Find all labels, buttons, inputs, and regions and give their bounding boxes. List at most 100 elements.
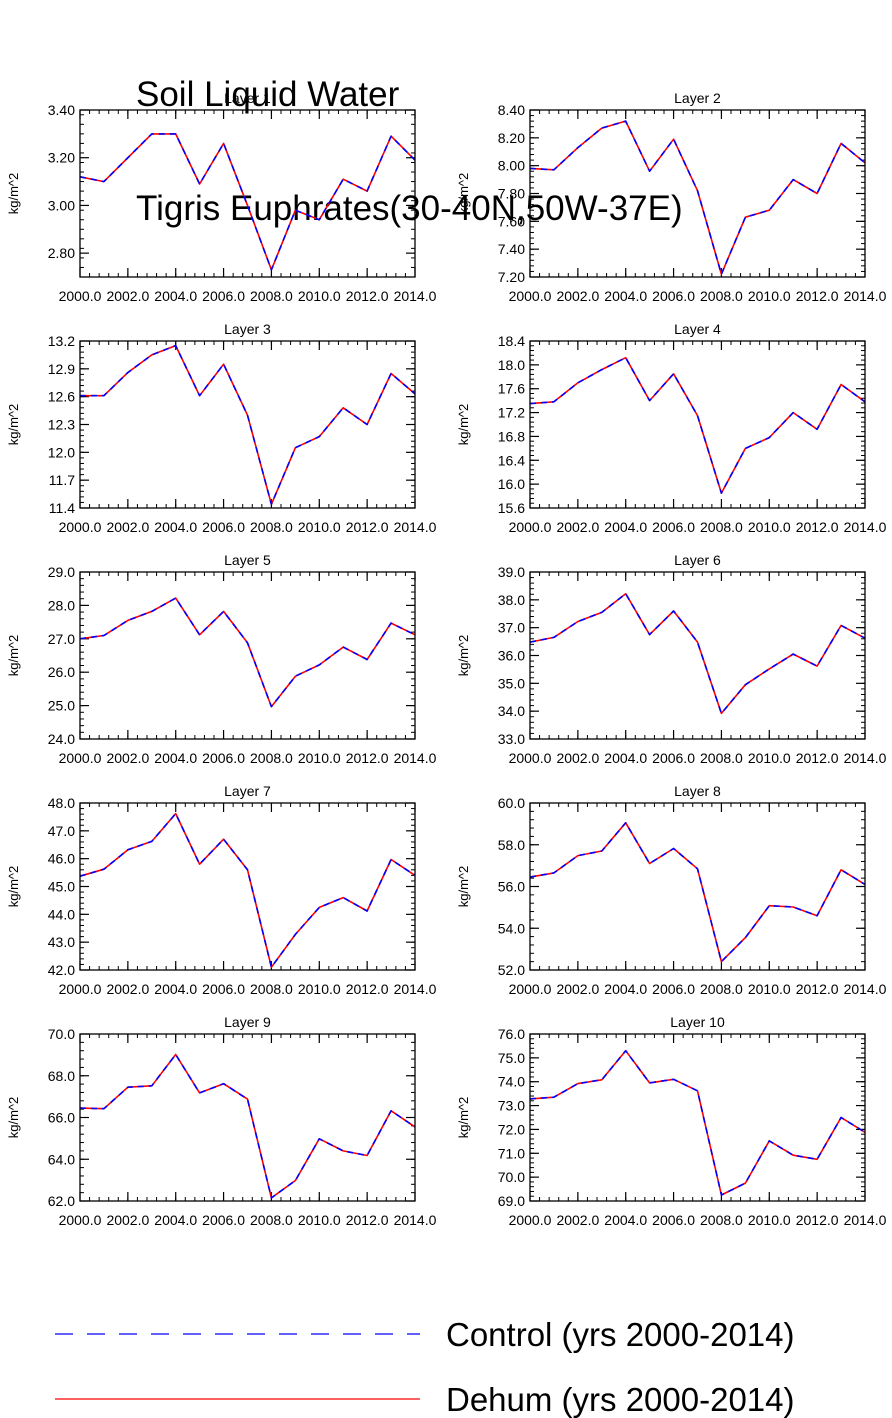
layer-2-xtick-label: 2012.0 (796, 288, 839, 304)
layer-6-ytick-label: 33.0 (498, 731, 525, 747)
layer-10-xtick-label: 2006.0 (652, 1212, 695, 1228)
layer-1-xtick-label: 2010.0 (298, 288, 341, 304)
layer-6-xtick-label: 2002.0 (556, 750, 599, 766)
layer-9-plot-frame (79, 1033, 416, 1202)
layer-10-plot-frame (529, 1033, 866, 1202)
layer-8-xtick-label: 2006.0 (652, 981, 695, 997)
layer-4-ytick-label: 18.4 (498, 333, 525, 349)
layer-5-title: Layer 5 (224, 552, 271, 568)
layer-5-xtick-label: 2002.0 (106, 750, 149, 766)
layer-8-ytick-label: 58.0 (498, 837, 525, 853)
layer-2-ytick-label: 7.60 (498, 213, 525, 229)
layer-4-xtick-label: 2008.0 (700, 519, 743, 535)
layer-5-xtick-label: 2014.0 (394, 750, 437, 766)
layer-2-ytick-label: 7.20 (498, 269, 525, 285)
layer-8-title: Layer 8 (674, 783, 721, 799)
layer-2-ylabel: kg/m^2 (456, 173, 471, 215)
layer-3-plot-frame (79, 340, 416, 509)
figure-title-line-1: Soil Liquid Water (136, 75, 400, 114)
layer-2-ytick-label: 7.40 (498, 241, 525, 257)
layer-6-ytick-label: 35.0 (498, 675, 525, 691)
layer-3-xtick-label: 2014.0 (394, 519, 437, 535)
layer-7-ytick-label: 43.0 (48, 934, 75, 950)
layer-5-ytick-label: 26.0 (48, 664, 75, 680)
layer-2-title: Layer 2 (674, 90, 721, 106)
layer-3-xtick-label: 2010.0 (298, 519, 341, 535)
layer-10-xtick-label: 2012.0 (796, 1212, 839, 1228)
layer-2-xtick-label: 2002.0 (556, 288, 599, 304)
layer-6-ytick-label: 34.0 (498, 703, 525, 719)
layer-8-ytick-label: 54.0 (498, 920, 525, 936)
layer-8-xtick-label: 2002.0 (556, 981, 599, 997)
layer-3-xtick-label: 2004.0 (154, 519, 197, 535)
layer-5-xtick-label: 2004.0 (154, 750, 197, 766)
layer-8-dehum-line (529, 821, 866, 963)
layer-3-chart: Layer 3 kg/m^2 11.4 11.7 12.0 12.3 12.6 12.9 13.… (6, 321, 437, 535)
layer-9-control-line (79, 1053, 416, 1199)
layer-2-control-line (529, 120, 866, 276)
layer-4-ytick-label: 17.6 (498, 381, 525, 397)
layer-4-ylabel: kg/m^2 (456, 404, 471, 446)
layer-8-xtick-label: 2010.0 (748, 981, 791, 997)
layer-4-plot-frame (529, 340, 866, 509)
layer-10-chart: Layer 10 kg/m^2 69.0 70.0 71.0 72.0 73.0 74.0 75… (456, 1014, 887, 1228)
layer-6-dehum-line (529, 592, 866, 715)
layer-7-xtick-label: 2002.0 (106, 981, 149, 997)
layer-8-ytick-label: 52.0 (498, 962, 525, 978)
legend: Control (yrs 2000-2014) Dehum (yrs 2000-… (55, 1316, 795, 1418)
layer-9-xtick-label: 2002.0 (106, 1212, 149, 1228)
layer-7-ytick-label: 42.0 (48, 962, 75, 978)
layer-1-ytick-label: 3.20 (48, 150, 75, 166)
layer-10-ytick-label: 70.0 (498, 1169, 525, 1185)
layer-2-xtick-label: 2014.0 (844, 288, 887, 304)
layer-8-ylabel: kg/m^2 (456, 866, 471, 908)
layer-4-ytick-label: 15.6 (498, 500, 525, 516)
layer-2-ytick-label: 8.00 (498, 158, 525, 174)
layer-5-xtick-label: 2012.0 (346, 750, 389, 766)
layer-8-xtick-label: 2008.0 (700, 981, 743, 997)
layer-7-ytick-label: 45.0 (48, 879, 75, 895)
layer-3-ytick-label: 11.4 (49, 500, 75, 516)
layer-6-title: Layer 6 (674, 552, 721, 568)
layer-4-ytick-label: 18.0 (498, 357, 525, 373)
layer-6-ytick-label: 38.0 (498, 592, 525, 608)
layer-10-ytick-label: 71.0 (498, 1145, 525, 1161)
layer-9-xtick-label: 2004.0 (154, 1212, 197, 1228)
layer-6-xtick-label: 2000.0 (509, 750, 552, 766)
layer-10-title: Layer 10 (670, 1014, 725, 1030)
layer-1-xtick-label: 2006.0 (202, 288, 245, 304)
layer-1-title: Layer 1 (224, 90, 271, 106)
layer-3-dehum-line (80, 344, 416, 506)
layer-1-xtick-label: 2008.0 (250, 288, 293, 304)
layer-5-plot-frame (79, 571, 416, 740)
layer-7-title: Layer 7 (224, 783, 271, 799)
layer-9-xtick-label: 2000.0 (59, 1212, 102, 1228)
layer-9-xtick-label: 2014.0 (394, 1212, 437, 1228)
layer-9-ytick-label: 62.0 (48, 1193, 75, 1209)
layer-8-xtick-label: 2014.0 (844, 981, 887, 997)
layer-10-ytick-label: 73.0 (498, 1098, 525, 1114)
layer-4-xtick-label: 2012.0 (796, 519, 839, 535)
layer-1-control-line (79, 133, 416, 271)
layer-8-xtick-label: 2012.0 (796, 981, 839, 997)
layer-1-ytick-label: 2.80 (48, 245, 75, 261)
layer-4-xtick-label: 2010.0 (748, 519, 791, 535)
legend-dehum-label: Dehum (yrs 2000-2014) (446, 1381, 795, 1418)
layer-10-ytick-label: 69.0 (498, 1193, 525, 1209)
layer-1-xtick-label: 2012.0 (346, 288, 389, 304)
legend-control-label: Control (yrs 2000-2014) (446, 1316, 795, 1353)
layer-3-control-line (80, 344, 416, 506)
layer-8-ytick-label: 56.0 (498, 879, 525, 895)
layer-7-control-line (79, 812, 416, 969)
layer-9-xtick-label: 2008.0 (250, 1212, 293, 1228)
layer-6-xtick-label: 2008.0 (700, 750, 743, 766)
layer-7-xtick-label: 2014.0 (394, 981, 437, 997)
layer-9-xtick-label: 2006.0 (202, 1212, 245, 1228)
layer-8-ytick-label: 60.0 (498, 795, 525, 811)
layer-7-xtick-label: 2006.0 (202, 981, 245, 997)
layer-9-xtick-label: 2010.0 (298, 1212, 341, 1228)
layer-3-xtick-label: 2008.0 (250, 519, 293, 535)
layer-6-xtick-label: 2010.0 (748, 750, 791, 766)
